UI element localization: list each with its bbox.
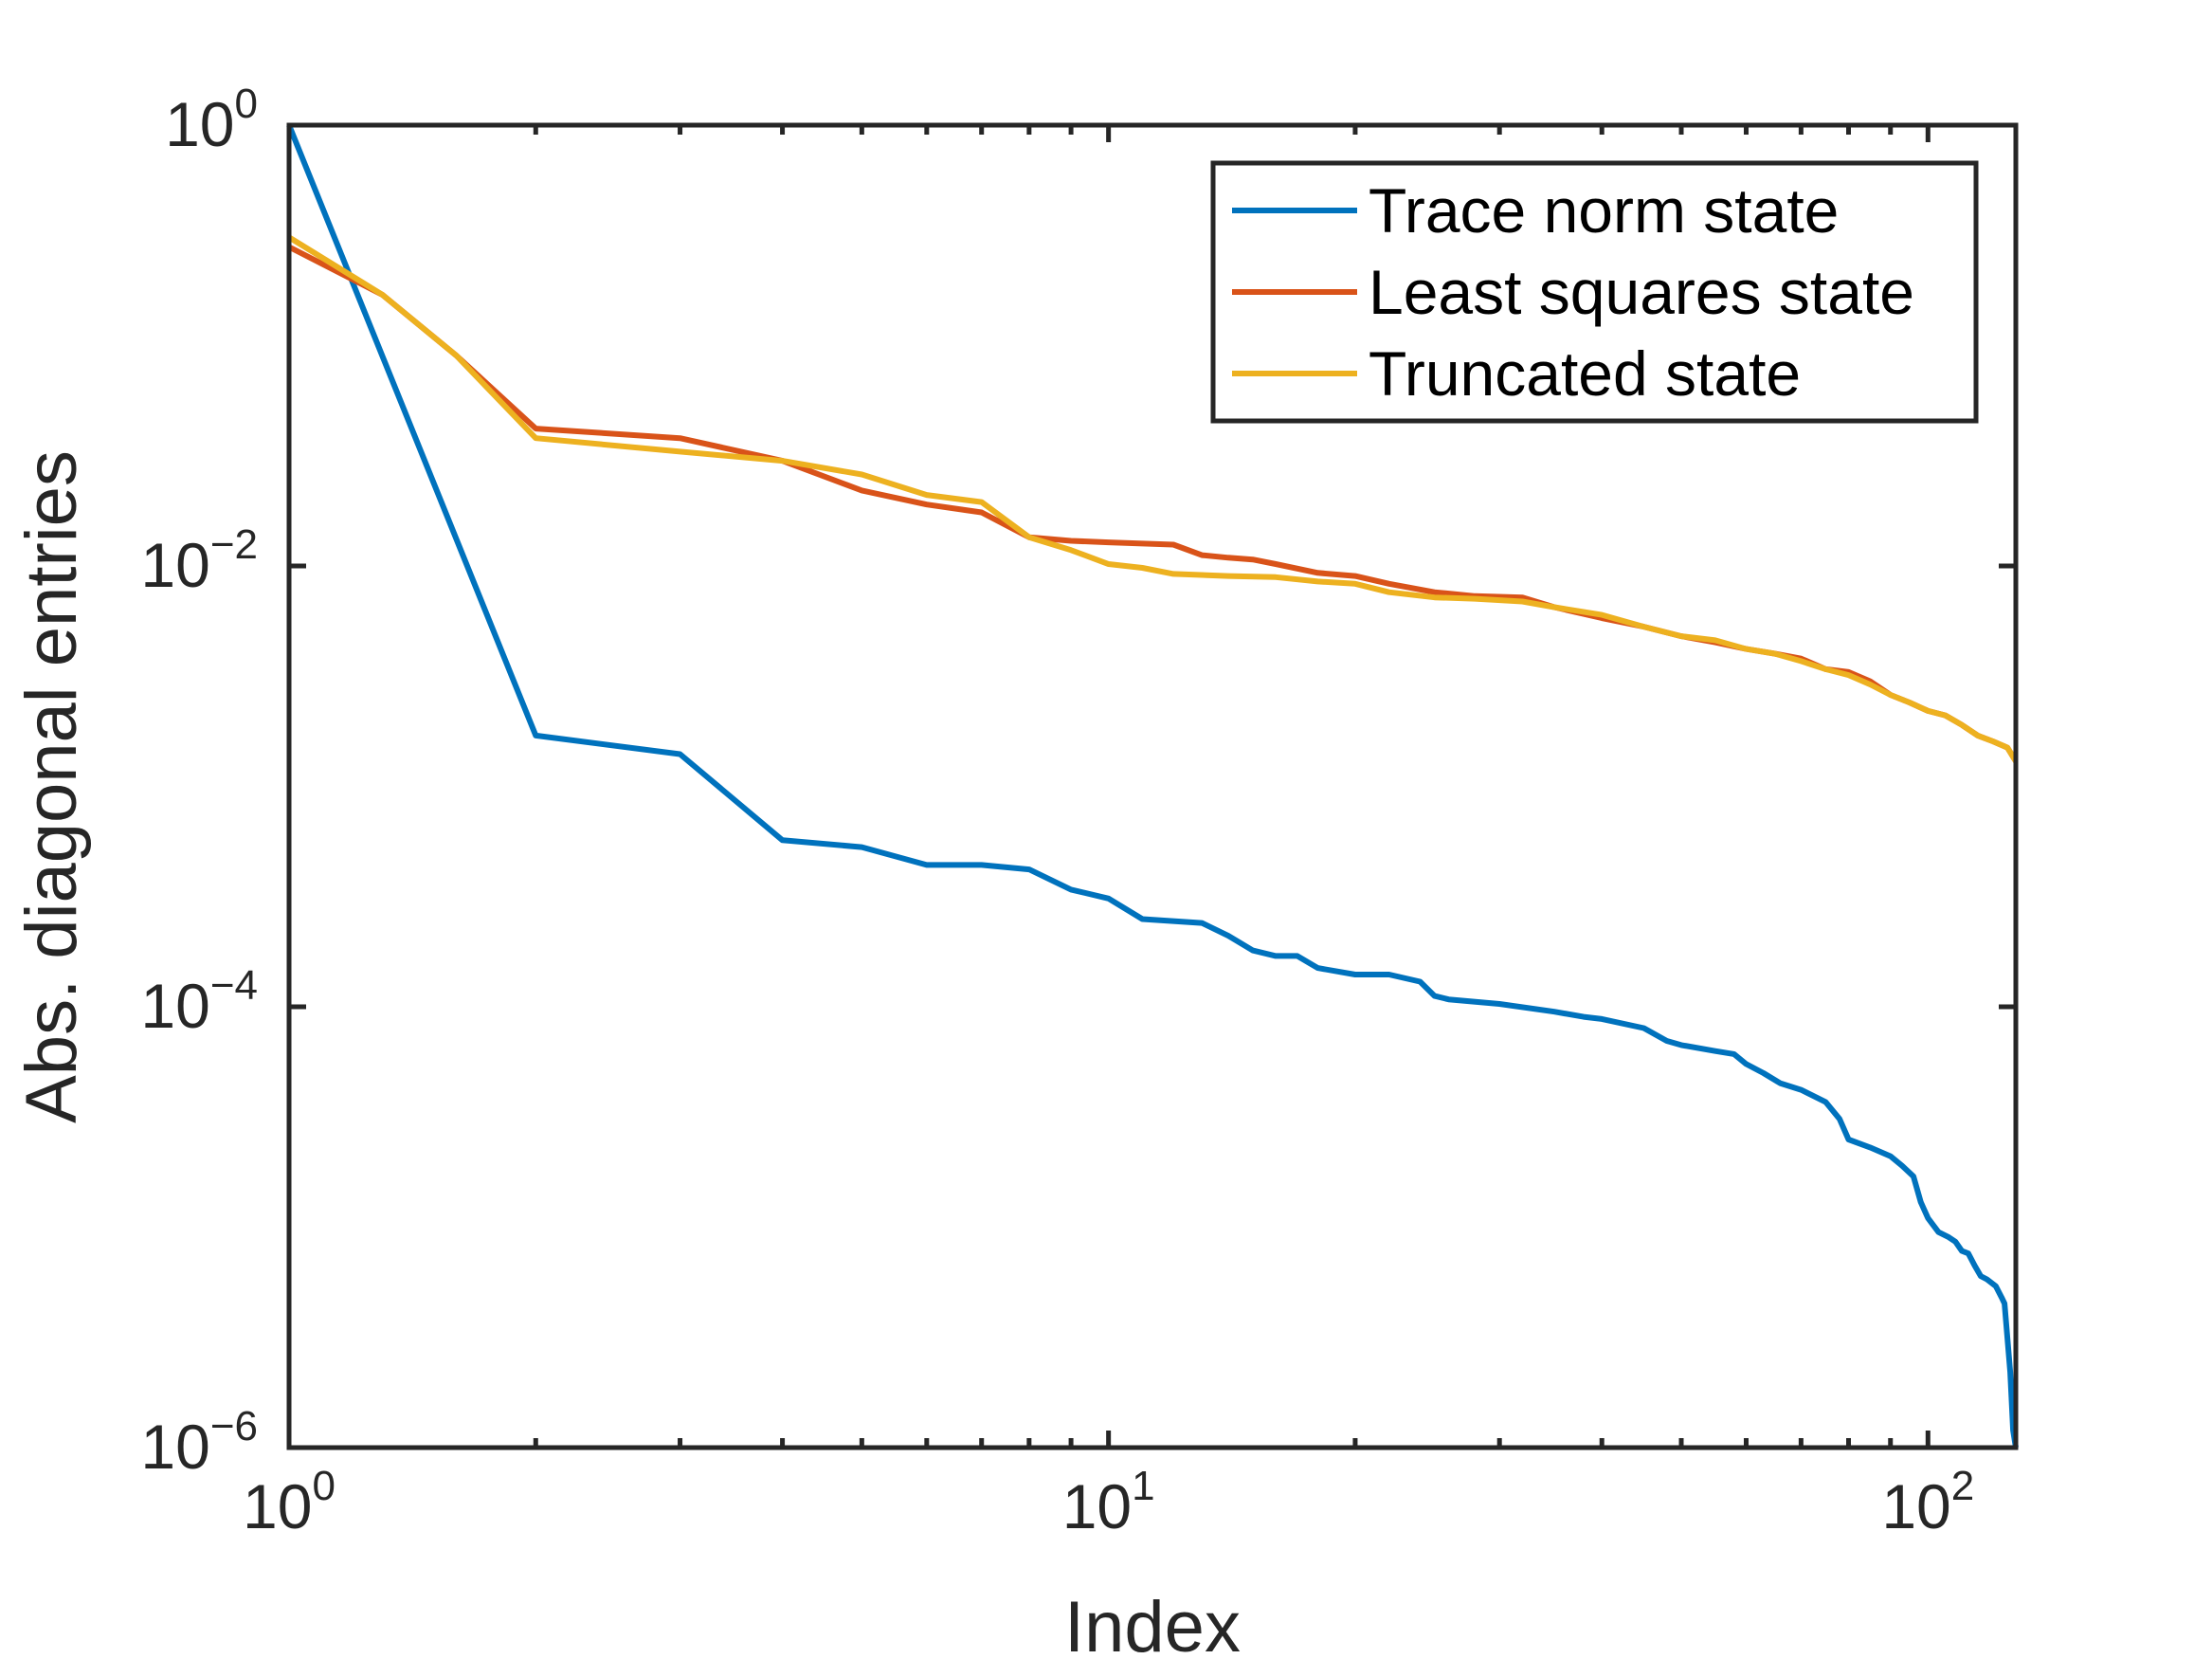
legend-label-1: Trace norm state xyxy=(1369,175,1839,246)
x-axis-label: Index xyxy=(1064,1587,1241,1659)
legend-label-2: Least squares state xyxy=(1369,257,1914,327)
y-tick-label: 10−4 xyxy=(140,962,258,1041)
tick-layer: 100 101 102 100 10−2 10−4 10−6 xyxy=(140,81,2016,1541)
series-line-1 xyxy=(286,123,2019,1449)
y-axis-label: Abs. diagonal entries xyxy=(11,450,92,1123)
legend-entries: Trace norm state Least squares state Trunc… xyxy=(1232,175,1914,409)
legend: Trace norm state Least squares state Trunc… xyxy=(1210,160,1979,424)
x-tick-label: 102 xyxy=(1881,1463,1974,1541)
y-tick-label: 10−2 xyxy=(140,521,258,600)
axes-box xyxy=(286,122,2019,1450)
y-tick-label: 10−6 xyxy=(140,1403,258,1482)
series-layer xyxy=(286,123,2019,1449)
series-line-3 xyxy=(287,234,2019,763)
x-tick-label: 100 xyxy=(243,1463,335,1541)
legend-label-3: Truncated state xyxy=(1369,338,1801,409)
y-tick-label: 100 xyxy=(165,81,258,159)
x-tick-label: 101 xyxy=(1062,1463,1155,1541)
